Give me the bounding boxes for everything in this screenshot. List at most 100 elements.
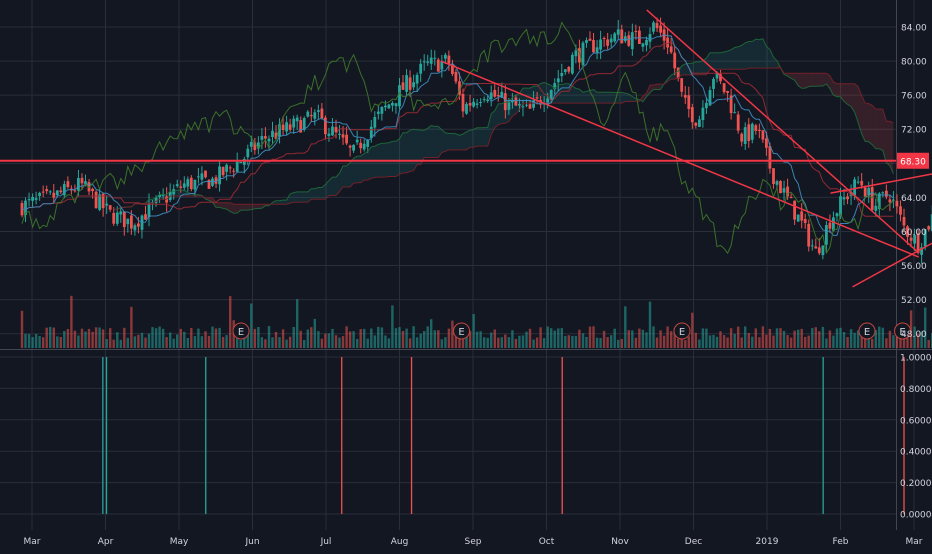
volume-bar xyxy=(928,340,930,348)
volume-bar xyxy=(557,328,559,348)
volume-bar xyxy=(748,333,750,348)
candle-body xyxy=(765,139,768,148)
volume-bar xyxy=(67,329,69,348)
cloud-segment xyxy=(244,204,248,210)
candle-body xyxy=(331,127,334,136)
volume-bar xyxy=(592,326,594,348)
volume-bar xyxy=(158,327,160,349)
volume-bar xyxy=(561,328,563,348)
volume-bar xyxy=(430,319,432,348)
volume-bar xyxy=(790,338,792,348)
candle-body xyxy=(388,105,391,109)
volume-bar xyxy=(476,332,478,348)
candle-body xyxy=(35,198,38,200)
volume-bar xyxy=(123,328,125,348)
candle-body xyxy=(889,199,892,202)
volume-bar xyxy=(501,337,503,348)
candle-body xyxy=(328,134,331,136)
sub-tick-label: 0.2000 xyxy=(900,479,932,489)
volume-bar xyxy=(53,328,55,348)
candle-body xyxy=(486,100,489,102)
cloud-segment xyxy=(477,128,481,146)
volume-bar xyxy=(31,337,33,348)
candle-body xyxy=(691,107,694,122)
cloud-segment xyxy=(315,188,319,200)
candle-body xyxy=(296,118,299,122)
volume-bar xyxy=(487,338,489,348)
volume-bar xyxy=(822,327,824,348)
volume-bar xyxy=(303,340,305,348)
cloud-segment xyxy=(424,128,428,157)
candle-body xyxy=(373,117,376,128)
volume-bar xyxy=(698,340,700,349)
volume-bar xyxy=(554,331,556,349)
candle-body xyxy=(306,112,309,117)
candle-body xyxy=(726,91,729,93)
cloud-segment xyxy=(392,141,396,176)
volume-bar xyxy=(405,329,407,348)
volume-bar xyxy=(38,336,40,348)
volume-bar xyxy=(497,338,499,348)
candle-body xyxy=(105,204,108,206)
candle-body xyxy=(176,184,179,186)
candle-body xyxy=(896,201,899,207)
cloud-segment xyxy=(442,130,446,153)
price-tick-label: 64.00 xyxy=(901,194,927,204)
candle-body xyxy=(186,179,189,186)
volume-bar xyxy=(187,338,189,348)
volume-bar xyxy=(769,329,771,348)
volume-bar xyxy=(151,327,153,348)
volume-bar xyxy=(610,335,612,348)
candle-body xyxy=(673,53,676,68)
cloud-segment xyxy=(565,84,569,103)
volume-bar xyxy=(575,336,577,348)
cloud-segment xyxy=(368,147,372,180)
cloud-segment xyxy=(467,130,471,150)
candle-body xyxy=(712,79,715,89)
candle-body xyxy=(536,97,539,98)
volume-bar xyxy=(257,327,259,348)
candle-body xyxy=(67,181,70,187)
cloud-segment xyxy=(481,128,485,146)
volume-bar xyxy=(360,329,362,348)
cloud-segment xyxy=(837,84,841,97)
sub-tick-label: 0.6000 xyxy=(900,416,932,426)
cloud-segment xyxy=(872,105,876,148)
volume-bar xyxy=(762,326,764,348)
candle-body xyxy=(31,197,34,201)
volume-bar xyxy=(275,332,277,348)
volume-bar xyxy=(63,331,65,348)
candle-body xyxy=(525,105,528,106)
volume-bar xyxy=(35,334,37,348)
candle-body xyxy=(465,104,468,114)
volume-bar xyxy=(832,336,834,348)
candle-body xyxy=(402,82,405,89)
cloud-segment xyxy=(721,52,725,69)
candle-body xyxy=(529,104,532,109)
cloud-segment xyxy=(435,126,439,157)
volume-bar xyxy=(289,337,291,348)
volume-bar xyxy=(624,306,626,348)
candle-body xyxy=(264,136,267,139)
volume-bar xyxy=(758,337,760,348)
volume-bar xyxy=(582,333,584,348)
volume-bar xyxy=(709,335,711,348)
candle-body xyxy=(772,168,775,184)
candle-body xyxy=(211,179,214,186)
volume-bar xyxy=(635,338,637,348)
candle-body xyxy=(737,115,740,131)
time-tick-label: Dec xyxy=(685,537,702,547)
candle-body xyxy=(899,206,902,214)
volume-bar xyxy=(779,328,781,348)
volume-bar xyxy=(363,329,365,348)
candle-body xyxy=(800,211,803,220)
candle-body xyxy=(42,192,45,193)
cloud-segment xyxy=(396,139,400,177)
volume-bar xyxy=(370,329,372,349)
volume-bar xyxy=(356,339,358,348)
candle-body xyxy=(91,189,94,191)
cloud-segment xyxy=(445,133,449,151)
cloud-segment xyxy=(431,126,435,158)
